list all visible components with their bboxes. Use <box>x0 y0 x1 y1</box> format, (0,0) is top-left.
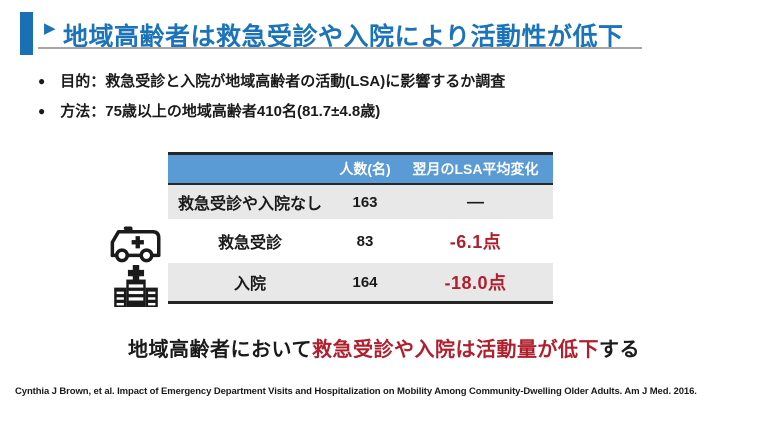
header-cell-lsa-change: 翌月のLSA平均変化 <box>412 161 539 177</box>
bullet-marker: ● <box>38 74 46 88</box>
bullet-text-purpose: 目的：救急受診と入院が地域高齢者の活動(LSA)に影響するか調査 <box>60 73 506 90</box>
row-change: ― <box>467 192 484 211</box>
conclusion-suffix: する <box>598 339 640 361</box>
bullet-list: ● 目的：救急受診と入院が地域高齢者の活動(LSA)に影響するか調査 ● 方法：… <box>38 72 738 132</box>
hospital-icon <box>113 265 159 307</box>
title-accent-bar <box>20 12 33 55</box>
title-underline <box>38 47 642 49</box>
table-row: 救急受診や入院なし 163 ― <box>168 185 553 219</box>
bullet-marker: ● <box>38 104 46 118</box>
title-arrow-icon: ▶ <box>44 20 56 37</box>
row-change: -6.1点 <box>449 232 502 252</box>
conclusion-highlight: 救急受診や入院は活動量が低下 <box>311 339 599 361</box>
row-label: 入院 <box>233 276 266 293</box>
row-label: 救急受診 <box>217 235 282 252</box>
row-count: 163 <box>352 193 378 211</box>
table-row: 入院 164 -18.0点 <box>168 263 553 301</box>
results-table: 人数(名) 翌月のLSA平均変化 救急受診や入院なし 163 ― 救急受診 83… <box>168 152 553 304</box>
conclusion-text: 地域高齢者において救急受診や入院は活動量が低下する <box>0 333 768 362</box>
table-row: 救急受診 83 -6.1点 <box>168 219 553 263</box>
bullet-item-purpose: ● 目的：救急受診と入院が地域高齢者の活動(LSA)に影響するか調査 <box>38 72 738 91</box>
row-count: 83 <box>356 232 374 250</box>
row-count: 164 <box>352 273 378 291</box>
bullet-item-method: ● 方法：75歳以上の地域高齢者410名(81.7±4.8歳) <box>38 102 738 121</box>
citation-text: Cynthia J Brown, et al. Impact of Emerge… <box>15 386 697 397</box>
conclusion-prefix: 地域高齢者において <box>128 339 312 361</box>
row-label: 救急受診や入院なし <box>177 196 322 213</box>
header-cell-empty <box>168 155 332 183</box>
ambulance-icon <box>108 223 164 265</box>
table-header-row: 人数(名) 翌月のLSA平均変化 <box>168 155 553 185</box>
page-title: 地域高齢者は救急受診や入院により活動性が低下 <box>63 23 624 51</box>
row-change: -18.0点 <box>444 273 507 293</box>
header-cell-count: 人数(名) <box>339 161 391 177</box>
bullet-text-method: 方法：75歳以上の地域高齢者410名(81.7±4.8歳) <box>60 103 381 120</box>
